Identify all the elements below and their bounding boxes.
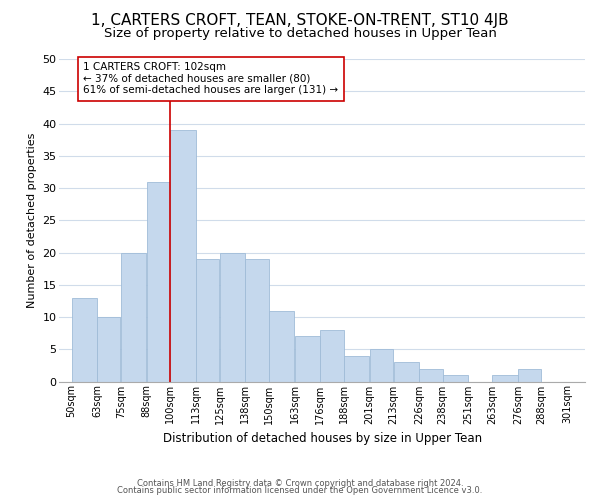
Bar xyxy=(146,182,170,382)
Bar xyxy=(295,336,320,382)
X-axis label: Distribution of detached houses by size in Upper Tean: Distribution of detached houses by size … xyxy=(163,432,482,445)
Text: 1, CARTERS CROFT, TEAN, STOKE-ON-TRENT, ST10 4JB: 1, CARTERS CROFT, TEAN, STOKE-ON-TRENT, … xyxy=(91,12,509,28)
Text: Contains HM Land Registry data © Crown copyright and database right 2024.: Contains HM Land Registry data © Crown c… xyxy=(137,478,463,488)
Bar xyxy=(220,252,245,382)
Bar xyxy=(245,259,269,382)
Bar xyxy=(493,375,518,382)
Text: Contains public sector information licensed under the Open Government Licence v3: Contains public sector information licen… xyxy=(118,486,482,495)
Bar xyxy=(394,362,419,382)
Bar xyxy=(344,356,370,382)
Bar xyxy=(170,130,196,382)
Bar xyxy=(97,317,121,382)
Bar xyxy=(121,252,146,382)
Bar xyxy=(71,298,97,382)
Bar xyxy=(269,310,295,382)
Bar xyxy=(443,375,468,382)
Bar xyxy=(196,259,219,382)
Bar xyxy=(370,350,393,382)
Bar xyxy=(320,330,344,382)
Bar xyxy=(419,368,443,382)
Text: Size of property relative to detached houses in Upper Tean: Size of property relative to detached ho… xyxy=(104,28,496,40)
Bar xyxy=(518,368,541,382)
Text: 1 CARTERS CROFT: 102sqm
← 37% of detached houses are smaller (80)
61% of semi-de: 1 CARTERS CROFT: 102sqm ← 37% of detache… xyxy=(83,62,338,96)
Y-axis label: Number of detached properties: Number of detached properties xyxy=(27,132,37,308)
